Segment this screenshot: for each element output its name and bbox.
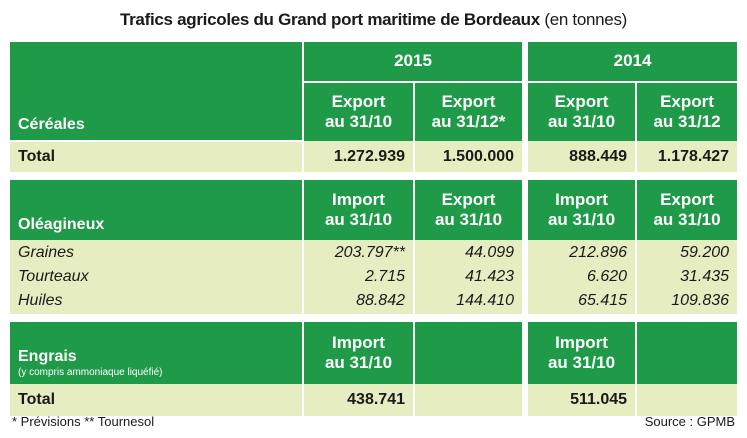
traffic-table: Céréales 2015 2014 Export au 31/10 Expor… — [10, 42, 738, 416]
cell-value: 109.836 — [635, 288, 738, 314]
col-header: Export au 31/10 — [522, 81, 637, 141]
cell-value: 212.896 — [522, 240, 637, 265]
section-label-cereales: Céréales — [18, 116, 85, 133]
cell-value: 31.435 — [635, 265, 738, 288]
col-header: Import au 31/10 — [302, 322, 414, 384]
cell-value: 511.045 — [522, 384, 637, 416]
cell-value — [635, 384, 738, 416]
col-header: Export au 31/10 — [635, 180, 738, 240]
cell-value: 1.500.000 — [412, 141, 526, 172]
col-header: Import au 31/10 — [522, 180, 637, 240]
footnote: * Prévisions ** Tournesol — [12, 414, 155, 429]
section-sublabel-engrais: (y compris ammoniaque liquéfié) — [18, 367, 163, 378]
total-label: Total — [10, 141, 303, 172]
title-text: Trafics agricoles du Grand port maritime… — [119, 10, 540, 29]
cell-value: 203.797** — [302, 240, 414, 265]
cell-value: 44.099 — [412, 240, 526, 265]
cell-value: 144.410 — [412, 288, 526, 314]
row-label: Graines — [10, 240, 303, 265]
cell-value: 6.620 — [522, 265, 637, 288]
cell-value: 1.178.427 — [635, 141, 738, 172]
col-header: Export au 31/12* — [412, 81, 526, 141]
row-label: Tourteaux — [10, 265, 303, 288]
year-2014-header: 2014 — [522, 42, 738, 83]
col-header — [412, 322, 526, 384]
col-header: Export au 31/12 — [635, 81, 738, 141]
year-2015-header: 2015 — [301, 42, 526, 83]
title-unit: (en tonnes) — [544, 10, 628, 29]
section-oleagineux: Oléagineux — [10, 180, 303, 240]
col-header — [635, 322, 738, 384]
cell-value: 59.200 — [635, 240, 738, 265]
total-label: Total — [10, 384, 303, 416]
section-label-oleagineux: Oléagineux — [18, 216, 105, 233]
cell-value: 1.272.939 — [302, 141, 414, 172]
source-note: Source : GPMB — [644, 414, 735, 429]
cell-value: 2.715 — [302, 265, 414, 288]
cell-value — [412, 384, 526, 416]
col-header: Export au 31/10 — [412, 180, 526, 240]
row-label: Huiles — [10, 288, 303, 314]
cell-value: 65.415 — [522, 288, 637, 314]
section-label-engrais: Engrais — [18, 348, 77, 365]
section-cereales: Céréales — [10, 42, 303, 142]
cell-value: 888.449 — [522, 141, 637, 172]
cell-value: 438.741 — [302, 384, 414, 416]
cell-value: 41.423 — [412, 265, 526, 288]
col-header: Import au 31/10 — [522, 322, 637, 384]
section-engrais: Engrais (y compris ammoniaque liquéfié) — [10, 322, 303, 384]
table-title: Trafics agricoles du Grand port maritime… — [0, 10, 747, 30]
cell-value: 88.842 — [302, 288, 414, 314]
col-header: Import au 31/10 — [302, 180, 414, 240]
col-header: Export au 31/10 — [302, 81, 414, 141]
